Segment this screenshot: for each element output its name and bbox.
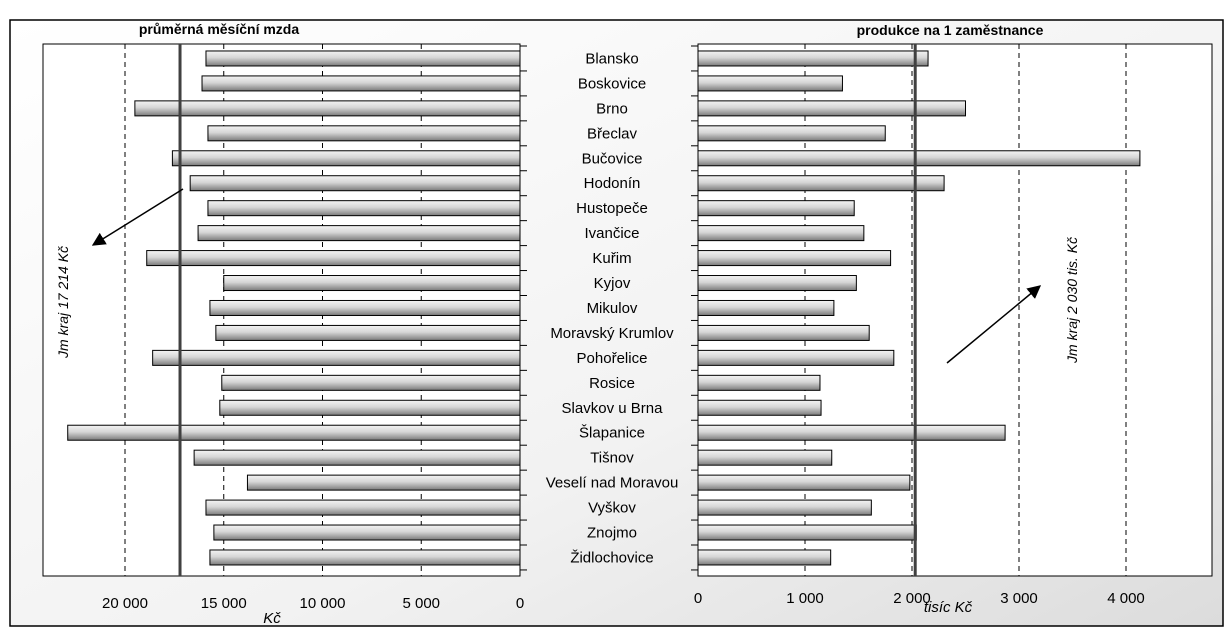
category-label: Kuřim xyxy=(592,250,631,267)
right-tick-label: 4 000 xyxy=(1107,590,1145,607)
category-label: Ivančice xyxy=(584,225,639,242)
right-axis-label: tisíc Kč xyxy=(924,599,973,616)
left-chart-title: průměrná měsíční mzda xyxy=(139,21,299,37)
left-bar xyxy=(205,499,521,516)
category-label: Hustopeče xyxy=(576,200,648,217)
category-label: Židlochovice xyxy=(570,549,653,566)
category-label: Pohořelice xyxy=(577,350,648,367)
left-bar xyxy=(221,374,521,391)
left-reference-annotation: Jm kraj 17 214 Kč xyxy=(55,246,71,359)
right-bar xyxy=(697,75,843,92)
left-bar xyxy=(67,424,521,441)
left-tick-label: 15 000 xyxy=(201,595,247,612)
left-axis: 20 000 15 000 10 000 5 000 0 xyxy=(102,45,527,612)
right-bar xyxy=(697,474,911,491)
right-bar xyxy=(697,299,835,316)
category-label: Moravský Krumlov xyxy=(550,325,674,342)
right-bar xyxy=(697,349,895,366)
category-label: Slavkov u Brna xyxy=(562,400,664,417)
right-bar xyxy=(697,499,872,516)
category-label: Hodonín xyxy=(584,175,641,192)
right-tick-label: 3 000 xyxy=(1000,590,1038,607)
left-annotation-arrow xyxy=(91,188,184,246)
right-annotation-arrow xyxy=(946,285,1042,364)
right-bar xyxy=(697,524,917,541)
right-tick-label: 2 000 xyxy=(893,590,931,607)
left-bar xyxy=(205,50,521,67)
category-label: Znojmo xyxy=(587,525,637,542)
category-label: Kyjov xyxy=(594,275,631,292)
right-bar xyxy=(697,449,833,466)
category-label: Břeclav xyxy=(587,125,638,142)
right-bar xyxy=(697,225,865,242)
right-axis: 0 1 000 2 000 3 000 4 000 xyxy=(691,45,1145,607)
left-bars xyxy=(67,50,521,566)
left-bar xyxy=(171,150,521,167)
right-bar xyxy=(697,275,857,292)
right-bar xyxy=(697,125,886,142)
left-bar xyxy=(152,349,521,366)
right-bar xyxy=(697,200,855,217)
right-bar xyxy=(697,549,832,566)
right-bar xyxy=(697,324,870,341)
left-bar xyxy=(219,399,521,416)
left-bar xyxy=(215,324,521,341)
left-bar xyxy=(223,275,521,292)
category-label: Brno xyxy=(596,100,628,117)
left-bar xyxy=(201,75,521,92)
left-bar xyxy=(213,524,521,541)
category-label: Bučovice xyxy=(582,150,643,167)
left-bar xyxy=(209,299,521,316)
right-bar xyxy=(697,175,945,192)
left-bar xyxy=(134,100,521,117)
left-bar xyxy=(197,225,521,242)
left-bar xyxy=(207,200,521,217)
right-bar xyxy=(697,150,1141,167)
right-bar xyxy=(697,424,1006,441)
right-bars xyxy=(697,50,1141,566)
category-label: Mikulov xyxy=(587,300,638,317)
category-label: Veselí nad Moravou xyxy=(546,475,679,492)
category-label: Boskovice xyxy=(578,75,646,92)
left-bar xyxy=(146,250,521,267)
left-axis-label: Kč xyxy=(263,610,281,627)
category-label: Vyškov xyxy=(588,500,636,517)
category-label: Tišnov xyxy=(590,450,634,467)
right-bar xyxy=(697,374,821,391)
left-bar xyxy=(209,549,521,566)
right-bar xyxy=(697,50,929,67)
right-bar xyxy=(697,250,892,267)
category-label: Rosice xyxy=(589,375,635,392)
right-tick-label: 0 xyxy=(694,590,702,607)
right-reference-annotation: Jm kraj 2 030 tis. Kč xyxy=(1064,237,1080,364)
left-tick-label: 0 xyxy=(516,595,524,612)
left-tick-label: 10 000 xyxy=(300,595,346,612)
left-bar xyxy=(193,449,521,466)
right-bar xyxy=(697,100,966,117)
left-bar xyxy=(246,474,521,491)
category-label: Blansko xyxy=(585,50,638,67)
right-tick-label: 1 000 xyxy=(786,590,824,607)
category-label: Šlapanice xyxy=(579,425,645,442)
left-bar xyxy=(207,125,521,142)
left-tick-label: 20 000 xyxy=(102,595,148,612)
right-chart-title: produkce na 1 zaměstnance xyxy=(857,22,1044,38)
category-labels: Blansko Boskovice Brno Břeclav Bučovice Hodon… xyxy=(546,50,679,566)
left-tick-label: 5 000 xyxy=(402,595,440,612)
right-bar xyxy=(697,399,822,416)
left-bar xyxy=(189,175,521,192)
